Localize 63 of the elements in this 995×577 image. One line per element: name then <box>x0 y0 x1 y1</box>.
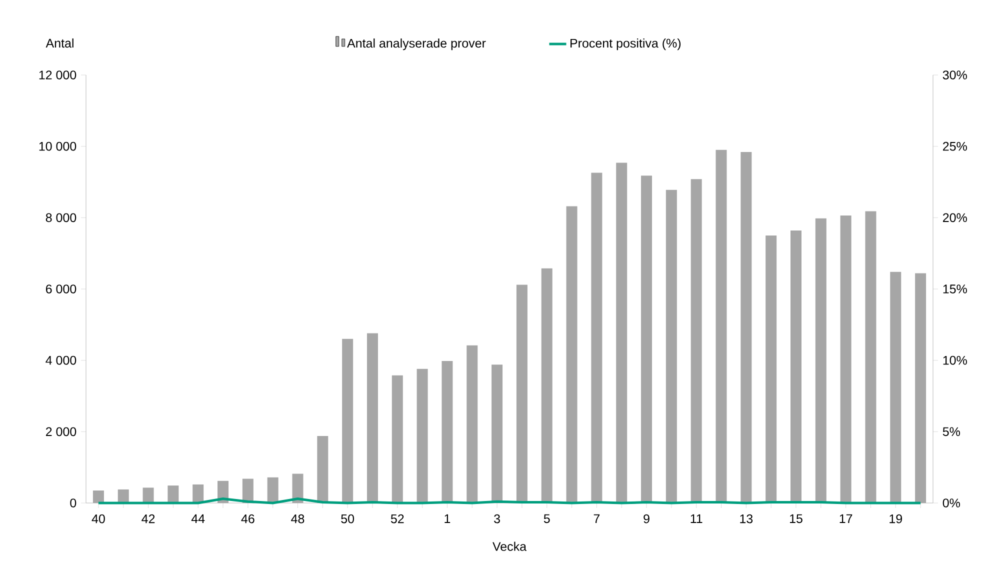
bar <box>168 486 179 503</box>
bar <box>790 230 802 503</box>
bar <box>740 152 752 503</box>
bar <box>541 268 552 503</box>
y2-tick-label: 25% <box>943 142 967 151</box>
x-tick-label: 15 <box>790 514 802 524</box>
x-tick-label: 44 <box>191 514 205 523</box>
bar <box>716 150 727 503</box>
bar <box>865 211 876 503</box>
y-tick-label: 0 <box>70 498 76 508</box>
bar <box>416 368 428 503</box>
y-tick-label: 6 000 <box>46 284 76 294</box>
x-tick-label: 7 <box>594 514 600 523</box>
x-tick-label: 3 <box>494 514 500 524</box>
bar <box>142 488 154 503</box>
y-tick-label: 10 000 <box>39 142 76 151</box>
x-axis-title: Vecka <box>492 542 527 551</box>
x-tick-label: 1 <box>444 514 450 523</box>
y2-tick-label: 10% <box>943 356 967 365</box>
x-tick-label: 13 <box>740 514 753 524</box>
legend-label: Antal analyserade prover <box>347 38 486 50</box>
bar <box>890 272 902 503</box>
bar <box>267 477 278 503</box>
y-tick-label: 4 000 <box>46 356 76 365</box>
bar <box>366 333 378 503</box>
y2-tick-label: 15% <box>943 284 967 294</box>
y-tick-label: 8 000 <box>46 213 76 222</box>
y2-tick-label: 30% <box>942 70 967 80</box>
x-tick-label: 50 <box>341 514 354 524</box>
bar <box>492 364 503 503</box>
y-tick-label: 12 000 <box>39 70 76 80</box>
bar <box>641 176 652 503</box>
y-axis-title: Antal <box>46 38 74 48</box>
bar <box>591 172 602 503</box>
x-tick-label: 48 <box>291 514 304 524</box>
x-tick-label: 9 <box>644 514 650 524</box>
bar <box>392 375 403 503</box>
bar <box>766 235 777 503</box>
bar <box>566 206 578 503</box>
x-tick-label: 46 <box>241 514 254 524</box>
y2-tick-label: 5% <box>942 427 960 436</box>
x-tick-label: 5 <box>544 514 550 524</box>
bar <box>442 361 453 503</box>
bar <box>840 216 852 503</box>
x-tick-label: 40 <box>92 514 105 524</box>
y2-tick-label: 20% <box>943 213 967 222</box>
x-tick-label: 17 <box>840 514 852 523</box>
bar <box>192 484 204 503</box>
bar <box>616 162 628 503</box>
bar <box>690 179 702 503</box>
legend-label: Procent positiva (%) <box>570 38 681 50</box>
bar <box>317 436 328 503</box>
bar <box>466 345 478 503</box>
bar <box>516 284 528 503</box>
x-tick-label: 52 <box>390 514 404 524</box>
y-tick-label: 2 000 <box>46 427 76 436</box>
x-tick-label: 11 <box>690 514 702 523</box>
bar <box>815 218 826 503</box>
y2-tick-label: 0% <box>942 498 960 508</box>
x-tick-label: 42 <box>142 514 155 524</box>
bar <box>666 190 677 503</box>
bar <box>342 338 354 503</box>
x-tick-label: 19 <box>890 514 902 524</box>
